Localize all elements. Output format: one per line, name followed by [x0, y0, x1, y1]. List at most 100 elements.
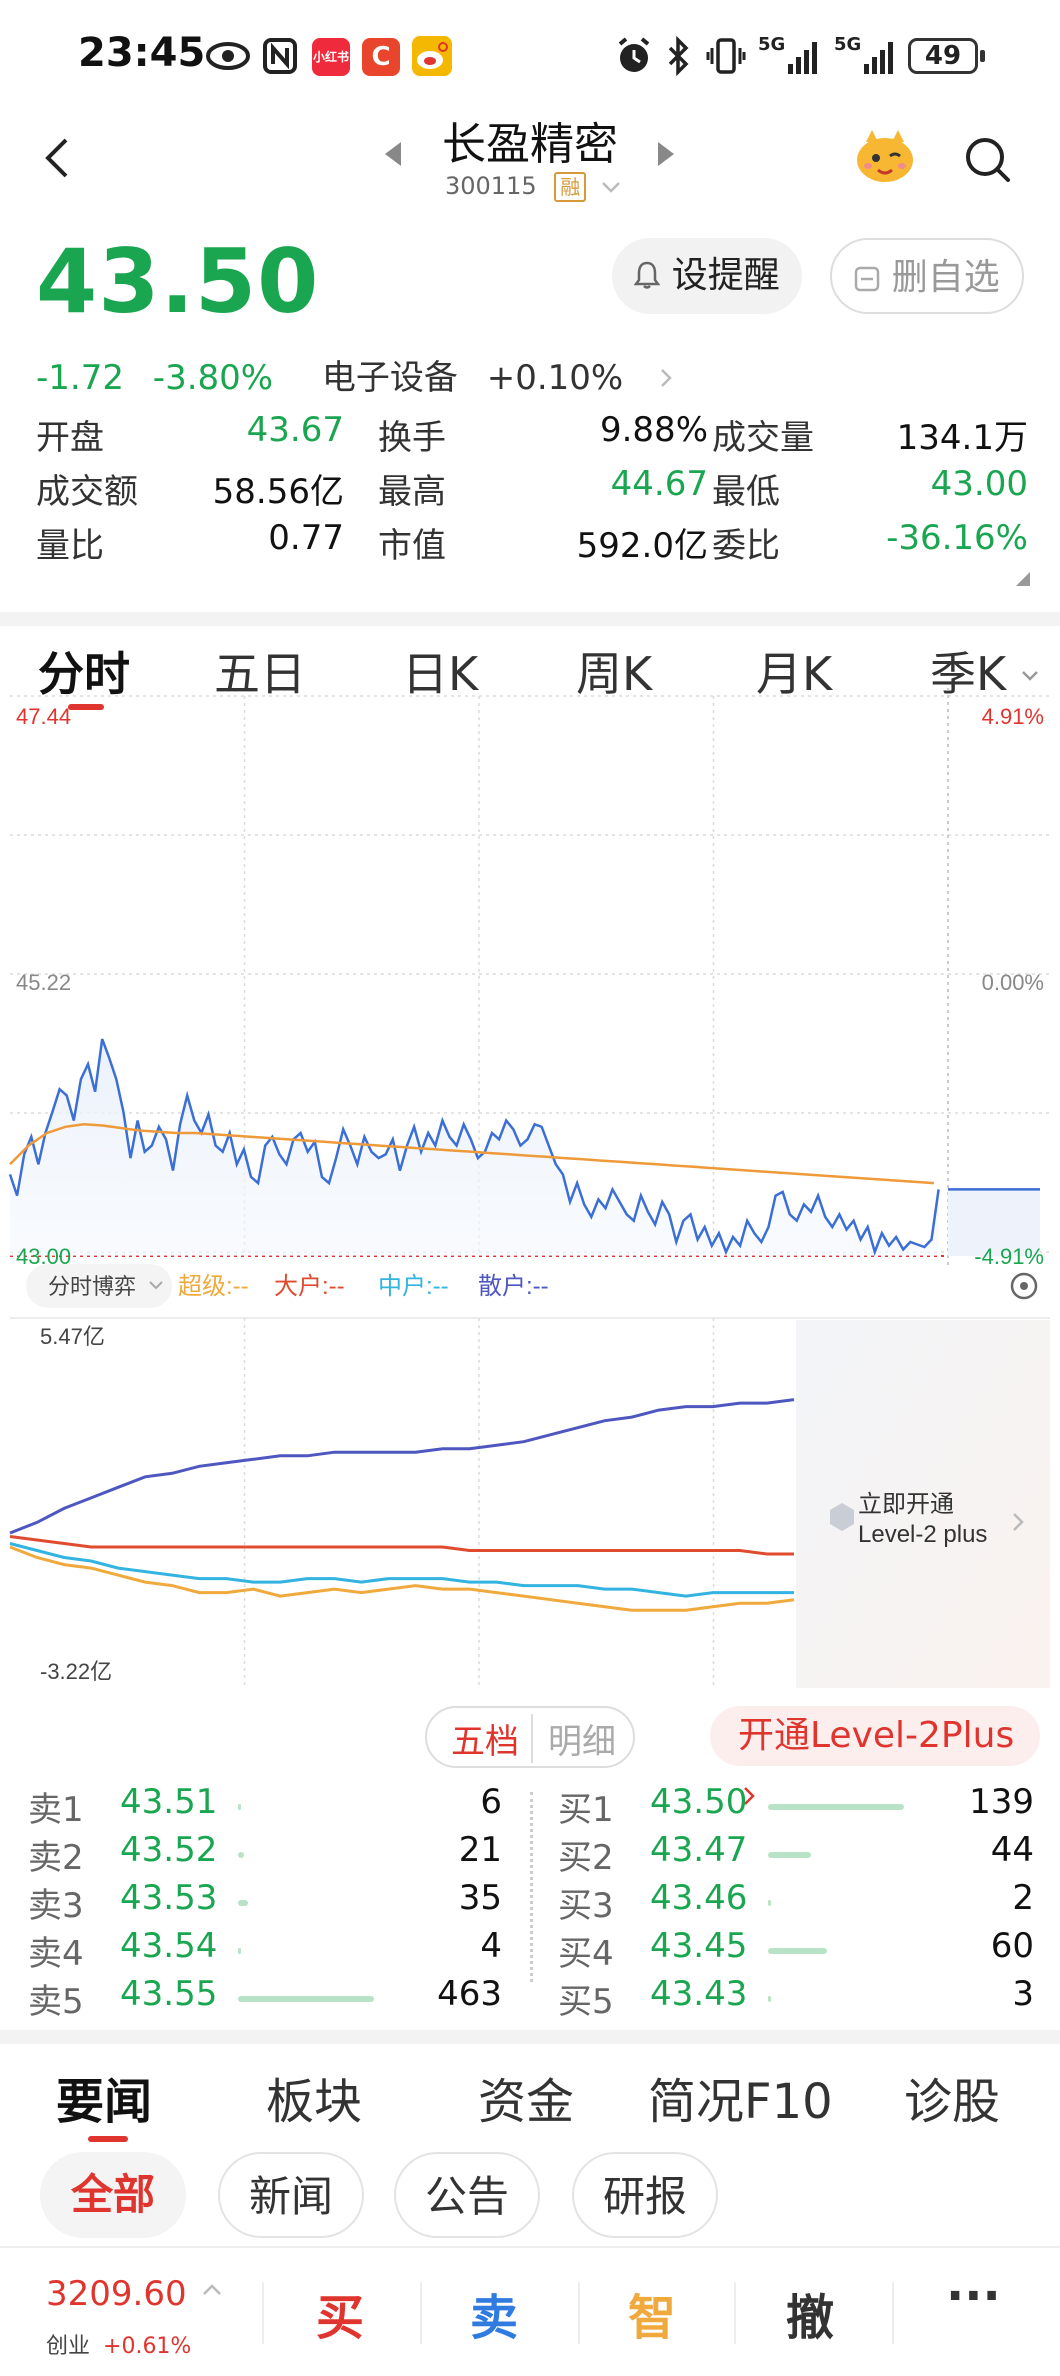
status-time: 23:45 — [78, 30, 206, 76]
bid-row[interactable]: 买3 43.46 2 — [558, 1878, 1034, 1926]
average-price-line — [9, 1123, 934, 1185]
remove-watchlist-button[interactable]: 删自选 — [830, 238, 1024, 314]
chip-news[interactable]: 新闻 — [218, 2152, 364, 2238]
tab-detail[interactable]: 明细 — [531, 1714, 631, 1763]
quote-field-label: 最高 — [378, 472, 446, 512]
bid-price: 43.47 — [650, 1830, 748, 1870]
flow-series-line — [9, 1542, 794, 1598]
sell-button[interactable]: 卖 — [470, 2290, 519, 2346]
chart-tabs: 分时 五日 日K 周K 月K 季K — [0, 612, 1060, 710]
c-app-badge: C — [362, 38, 400, 76]
flow-legend-item: 大户:-- — [274, 1273, 345, 1300]
price-change-pct: -3.80% — [152, 358, 274, 398]
bid-price: 43.43 — [650, 1974, 748, 2014]
quote-field-value: 43.67 — [246, 410, 344, 450]
separator — [262, 2282, 264, 2344]
set-alert-button[interactable]: 设提醒 — [612, 238, 802, 314]
bell-icon — [633, 261, 661, 289]
chevron-down-icon — [1021, 671, 1038, 681]
sector-link[interactable]: 电子设备 +0.10% — [322, 358, 674, 398]
chip-all[interactable]: 全部 — [40, 2152, 186, 2238]
chip-announcements[interactable]: 公告 — [394, 2152, 540, 2238]
tab-weekly-k[interactable]: 周K — [576, 647, 653, 701]
bottom-bar: 3209.60 创业 +0.61% 买 卖 智 撤 ··· — [0, 2246, 1060, 2376]
ask-volume-bar — [238, 1804, 241, 1810]
bid-row[interactable]: 买2 43.47 44 — [558, 1830, 1034, 1878]
quote-field-label: 成交量 — [712, 418, 814, 458]
y-axis-mid-label: 45.22 — [16, 970, 71, 995]
ask-volume: 463 — [437, 1974, 502, 2014]
ask-row[interactable]: 卖2 43.52 21 — [28, 1830, 502, 1878]
tab-quarterly-k[interactable]: 季K — [930, 638, 1039, 704]
buy-button[interactable]: 买 — [316, 2290, 365, 2346]
tab-five-day[interactable]: 五日 — [214, 647, 306, 701]
quote-field: 换手 9.88% — [378, 410, 708, 466]
bid-volume-bar — [768, 1996, 771, 2002]
bid-row[interactable]: 买4 43.45 60 — [558, 1926, 1034, 1974]
ask-row[interactable]: 卖1 43.51 6 — [28, 1782, 502, 1830]
index-change: +0.61% — [103, 2334, 192, 2359]
bid-volume-bar — [768, 1948, 827, 1954]
price-change: -1.72 — [36, 358, 124, 398]
expand-corner-icon[interactable] — [1016, 572, 1030, 586]
chip-research[interactable]: 研报 — [572, 2152, 718, 2238]
settings-icon[interactable] — [1010, 1272, 1038, 1300]
tab-f10[interactable]: 简况F10 — [648, 2074, 833, 2130]
tab-five-level[interactable]: 五档 — [451, 1722, 519, 1762]
nfc-icon — [262, 36, 298, 76]
bid-price: 43.45 — [650, 1926, 748, 1966]
status-bar: 23:45 小红书 C 5G 5G 49 — [0, 0, 1060, 110]
ask-volume: 6 — [480, 1782, 502, 1822]
back-button[interactable] — [30, 128, 90, 188]
quote-field: 量比 0.77 — [36, 518, 344, 574]
stock-code-row: 300115 融 — [445, 172, 622, 202]
ask-row[interactable]: 卖4 43.54 4 — [28, 1926, 502, 1974]
bid-row[interactable]: 买5 43.43 3 — [558, 1974, 1034, 2022]
quote-field-value: -36.16% — [886, 518, 1028, 558]
flow-legend-item: 散户:-- — [478, 1273, 549, 1300]
more-button[interactable]: ··· — [946, 2268, 1001, 2324]
bid-volume-bar — [768, 1900, 771, 1906]
tab-funds[interactable]: 资金 — [478, 2074, 575, 2130]
level2-overlay[interactable]: 立即开通 Level-2 plus — [796, 1320, 1050, 1688]
quote-field: 最低 43.00 — [712, 464, 1028, 520]
ask-row[interactable]: 卖3 43.53 35 — [28, 1878, 502, 1926]
prev-stock-arrow[interactable] — [385, 142, 401, 166]
separator — [578, 2282, 580, 2344]
tab-diagnosis[interactable]: 诊股 — [904, 2074, 1001, 2130]
chevron-right-icon — [744, 1787, 755, 1805]
tab-headlines[interactable]: 要闻 — [56, 2074, 153, 2130]
tab-intraday[interactable]: 分时 — [38, 647, 130, 701]
ask-level-label: 卖4 — [28, 1934, 84, 1974]
smart-button[interactable]: 智 — [628, 2290, 677, 2346]
search-icon[interactable] — [958, 130, 1018, 190]
ask-row[interactable]: 卖5 43.55 463 — [28, 1974, 502, 2022]
tab-monthly-k[interactable]: 月K — [756, 647, 833, 701]
next-stock-arrow[interactable] — [658, 142, 674, 166]
current-price: 43.50 — [36, 230, 320, 333]
cancel-order-button[interactable]: 撤 — [786, 2290, 835, 2346]
chevron-down-icon — [149, 1281, 163, 1290]
level2-plus-link[interactable]: 开通Level-2Plus — [710, 1706, 1040, 1805]
mascot-icon[interactable] — [852, 126, 918, 186]
tab-underline — [68, 704, 104, 710]
level2-overlay-bg — [796, 1320, 1050, 1688]
level2-overlay-line1: 立即开通 — [858, 1491, 954, 1518]
index-value-text: 3209.60 — [46, 2274, 187, 2314]
flow-series-line — [9, 1545, 795, 1612]
level2-plus-label: 开通Level-2Plus — [738, 1715, 1015, 1756]
flow-axis-bottom-label: -3.22亿 — [40, 1659, 112, 1684]
ask-volume-bar — [238, 1948, 241, 1954]
stock-header: 长盈精密 300115 融 — [0, 100, 1060, 220]
flow-title-pill[interactable] — [26, 1264, 172, 1308]
bid-volume: 3 — [1012, 1974, 1034, 2014]
sector-change: +0.10% — [486, 358, 624, 398]
chevron-down-icon[interactable] — [600, 180, 622, 194]
signal-5g-icon-1: 5G — [758, 36, 817, 76]
signal-5g-icon-2: 5G — [834, 36, 893, 76]
tab-daily-k[interactable]: 日K — [402, 647, 479, 701]
bid-row[interactable]: 买1 43.50 139 — [558, 1782, 1034, 1830]
tab-sector[interactable]: 板块 — [266, 2074, 363, 2130]
